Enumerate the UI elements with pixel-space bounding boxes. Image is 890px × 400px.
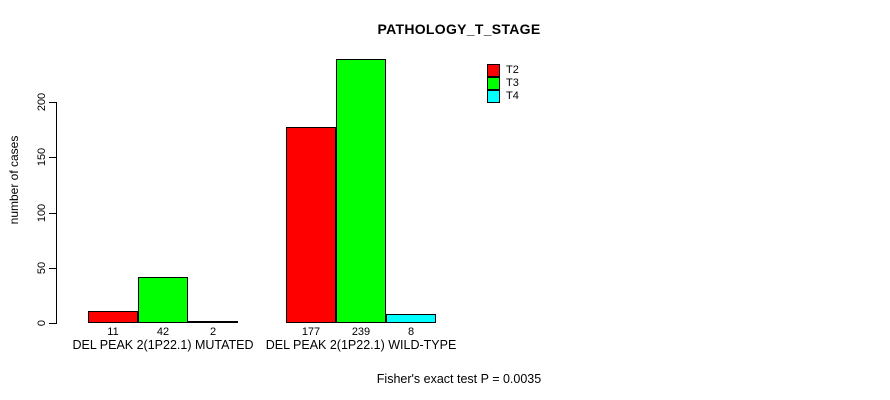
footer-annotation: Fisher's exact test P = 0.0035: [376, 372, 542, 386]
legend-swatch-t2: [487, 64, 500, 77]
bar-t3-group1: [138, 276, 188, 323]
legend-row: T3: [487, 77, 519, 90]
chart-title: PATHOLOGY_T_STAGE: [377, 21, 541, 37]
y-tick-label: 200: [36, 92, 48, 112]
x-category-label: DEL PEAK 2(1P22.1) MUTATED: [72, 338, 254, 352]
legend-label: T2: [506, 64, 519, 76]
y-tick-label: 50: [36, 261, 48, 274]
legend-swatch-t3: [487, 77, 500, 90]
bar-t2-group1: [88, 310, 138, 323]
y-axis-tick: [49, 157, 56, 159]
y-axis-label: number of cases: [7, 135, 21, 225]
y-tick-label: 0: [36, 319, 48, 327]
bar-value-label: 8: [407, 326, 415, 338]
legend-row: T4: [487, 90, 519, 103]
y-tick-label: 150: [36, 148, 48, 167]
bar-t4-group2: [386, 314, 436, 323]
bar-value-label: 11: [107, 326, 119, 338]
y-axis-tick: [49, 323, 56, 324]
bar-t4-group1: [188, 320, 238, 323]
legend-label: T3: [506, 77, 519, 89]
y-axis-line: [56, 102, 57, 324]
x-category-label: DEL PEAK 2(1P22.1) WILD-TYPE: [265, 338, 457, 352]
bar-value-label: 2: [209, 326, 217, 338]
legend-row: T2: [487, 64, 519, 77]
bar-value-label: 239: [351, 326, 371, 338]
y-tick-label: 100: [36, 203, 48, 222]
bar-t3-group2: [336, 58, 386, 323]
legend: T2 T3 T4: [487, 64, 519, 103]
y-axis-tick: [49, 212, 56, 214]
y-axis-tick: [49, 267, 56, 269]
legend-label: T4: [506, 90, 519, 102]
bar-t2-group2: [286, 127, 336, 323]
legend-swatch-t4: [487, 90, 500, 103]
bar-value-label: 42: [156, 326, 170, 338]
bar-value-label: 177: [301, 326, 321, 338]
y-axis-tick: [49, 102, 56, 103]
